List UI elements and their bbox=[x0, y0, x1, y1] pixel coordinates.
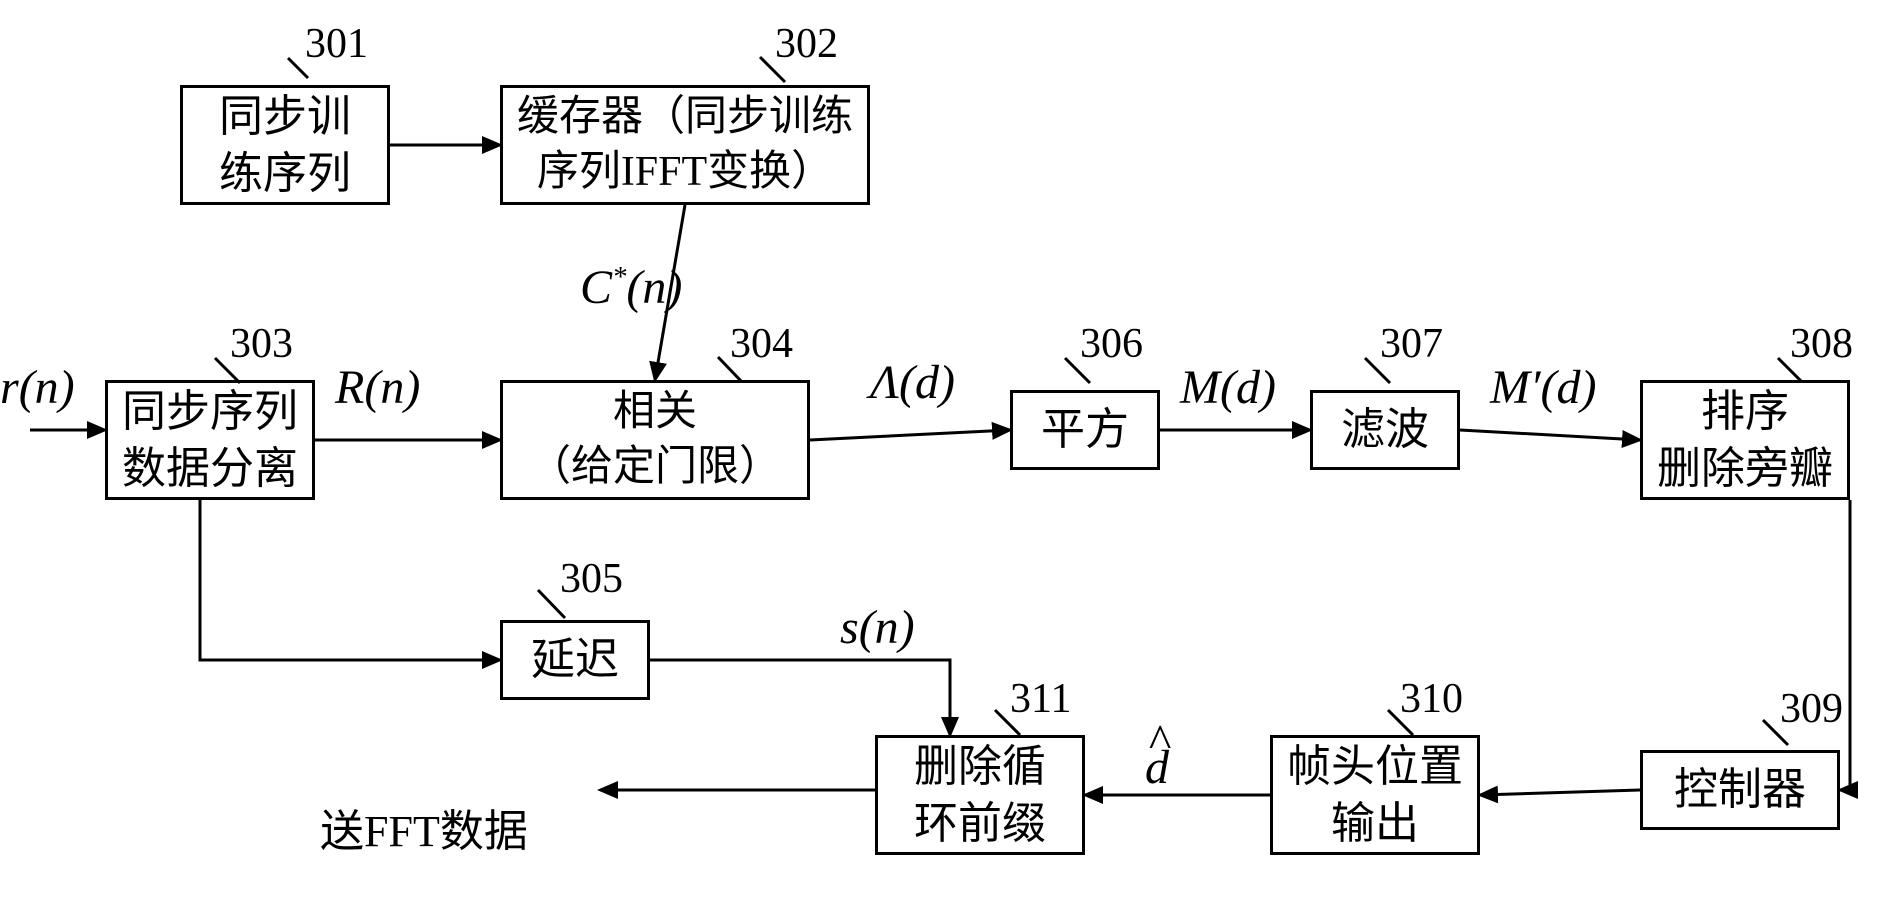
label-306: 306 bbox=[1080, 320, 1143, 368]
node-correlation: 相关 （给定门限） bbox=[500, 380, 810, 500]
label-fft-output: 送FFT数据 bbox=[320, 795, 528, 859]
node-filter: 滤波 bbox=[1310, 390, 1460, 470]
node-delay: 延迟 bbox=[500, 620, 650, 700]
label-310: 310 bbox=[1400, 675, 1463, 723]
node-controller: 控制器 bbox=[1640, 750, 1840, 830]
signal-Rn: R(n) bbox=[335, 360, 420, 415]
signal-Mpd: M′(d) bbox=[1490, 360, 1596, 415]
label-304: 304 bbox=[730, 320, 793, 368]
label-305: 305 bbox=[560, 555, 623, 603]
node-square: 平方 bbox=[1010, 390, 1160, 470]
signal-sn: s(n) bbox=[840, 600, 915, 655]
signal-rn: r(n) bbox=[0, 360, 75, 415]
diagram-canvas: 同步训 练序列 缓存器（同步训练 序列IFFT变换） 同步序列 数据分离 相关 … bbox=[0, 0, 1889, 924]
label-302: 302 bbox=[775, 20, 838, 68]
label-303: 303 bbox=[230, 320, 293, 368]
label-308: 308 bbox=[1790, 320, 1853, 368]
node-frame-head-output: 帧头位置 输出 bbox=[1270, 735, 1480, 855]
label-309: 309 bbox=[1780, 685, 1843, 733]
label-311: 311 bbox=[1010, 675, 1071, 723]
node-delete-cyclic-prefix: 删除循 环前缀 bbox=[875, 735, 1085, 855]
node-sort-delete-sidelobe: 排序 删除旁瓣 bbox=[1640, 380, 1850, 500]
node-sync-training-sequence: 同步训 练序列 bbox=[180, 85, 390, 205]
node-buffer-ifft: 缓存器（同步训练 序列IFFT变换） bbox=[500, 85, 870, 205]
label-307: 307 bbox=[1380, 320, 1443, 368]
node-sync-data-separation: 同步序列 数据分离 bbox=[105, 380, 315, 500]
signal-Cstar: C*(n) bbox=[580, 260, 682, 315]
signal-dhat: ^d bbox=[1145, 740, 1169, 795]
signal-Ld: Λ(d) bbox=[870, 355, 955, 410]
signal-Md: M(d) bbox=[1180, 360, 1276, 415]
label-301: 301 bbox=[305, 20, 368, 68]
